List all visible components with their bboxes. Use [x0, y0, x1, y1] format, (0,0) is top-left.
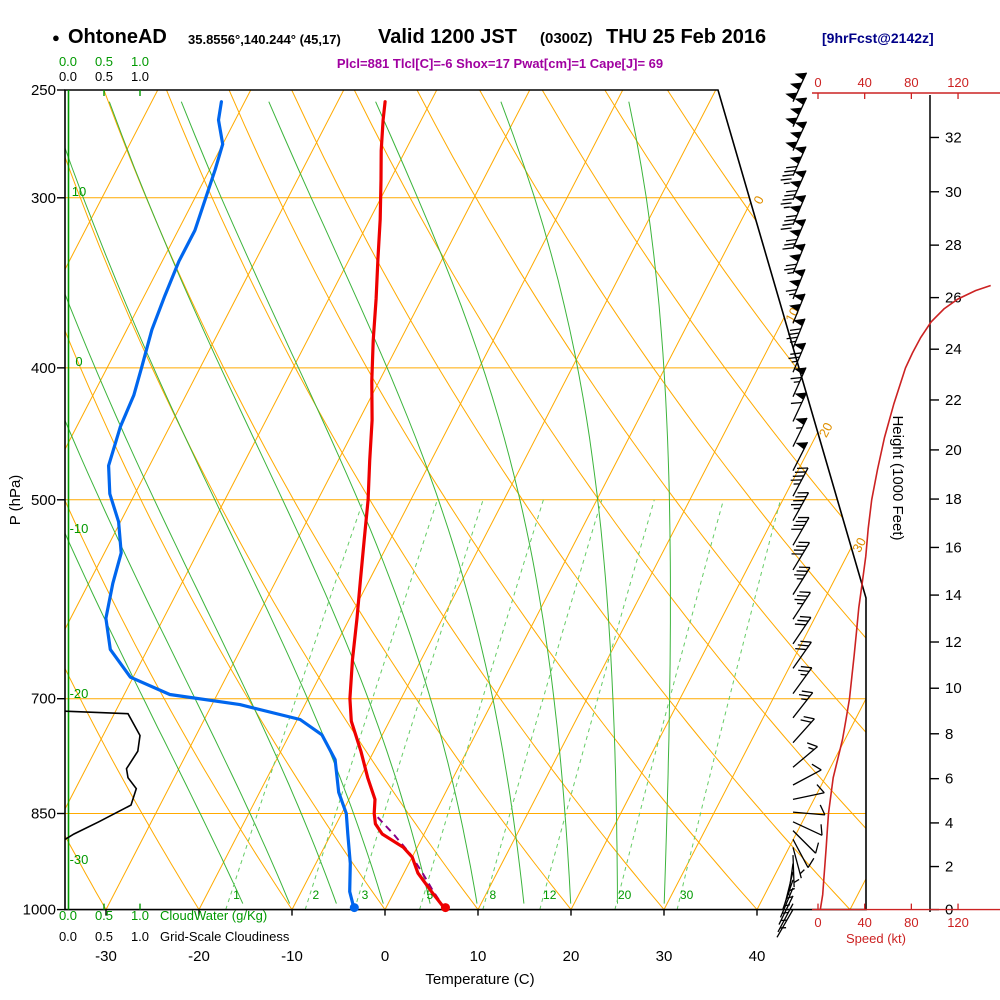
svg-text:0.0: 0.0 — [59, 929, 77, 944]
svg-text:8: 8 — [490, 888, 497, 902]
svg-text:1.0: 1.0 — [131, 69, 149, 84]
svg-text:Temperature (C): Temperature (C) — [425, 971, 534, 988]
cloudwater-scale: 0.00.00.00.00.50.50.50.51.01.01.01.0Clou… — [59, 54, 290, 944]
station-name: OhtoneAD — [68, 26, 167, 48]
svg-text:3: 3 — [362, 888, 369, 902]
svg-text:10: 10 — [470, 948, 487, 965]
svg-text:32: 32 — [945, 129, 962, 146]
svg-text:16: 16 — [945, 539, 962, 556]
svg-text:22: 22 — [945, 392, 962, 409]
station-coords: 35.8556°,140.244° (45,17) — [188, 32, 341, 47]
svg-text:0.5: 0.5 — [95, 69, 113, 84]
height-axis: 02468101214161820222426283032Height (100… — [889, 95, 962, 919]
pressure-axis: 250 300 400 500 700 850 1000 P (hPa) — [7, 82, 65, 919]
svg-text:0.0: 0.0 — [59, 69, 77, 84]
svg-text:5: 5 — [427, 888, 434, 902]
svg-text:700: 700 — [31, 691, 56, 708]
svg-text:0: 0 — [750, 193, 767, 206]
svg-text:0: 0 — [814, 75, 821, 90]
svg-text:20: 20 — [563, 948, 580, 965]
svg-text:Height (1000 Feet): Height (1000 Feet) — [889, 415, 906, 540]
svg-text:28: 28 — [945, 237, 962, 254]
surface-markers — [349, 903, 450, 913]
svg-text:300: 300 — [31, 190, 56, 207]
svg-text:6: 6 — [945, 771, 953, 788]
svg-text:0.0: 0.0 — [59, 908, 77, 923]
valid-time: Valid 1200 JST — [378, 26, 517, 48]
svg-text:0.5: 0.5 — [95, 54, 113, 69]
forecast-tag: [9hrFcst@2142z] — [822, 30, 934, 46]
svg-text:20: 20 — [618, 888, 632, 902]
svg-text:10: 10 — [945, 680, 962, 697]
svg-text:Grid-Scale Cloudiness: Grid-Scale Cloudiness — [160, 929, 290, 944]
svg-text:30: 30 — [680, 888, 694, 902]
station-marker-icon: ● — [52, 30, 60, 45]
svg-text:30: 30 — [945, 184, 962, 201]
svg-text:850: 850 — [31, 805, 56, 822]
svg-text:1.0: 1.0 — [131, 908, 149, 923]
svg-text:1.0: 1.0 — [131, 929, 149, 944]
svg-text:-30: -30 — [70, 852, 89, 867]
svg-text:80: 80 — [904, 915, 918, 930]
svg-text:500: 500 — [31, 492, 56, 509]
cloud-outline — [64, 710, 141, 841]
svg-text:-20: -20 — [70, 686, 89, 701]
svg-text:12: 12 — [543, 888, 557, 902]
temperature-trace — [348, 100, 448, 912]
svg-text:40: 40 — [857, 75, 871, 90]
svg-text:26: 26 — [945, 290, 962, 307]
svg-text:14: 14 — [945, 587, 962, 604]
svg-text:1000: 1000 — [23, 902, 56, 919]
svg-text:P (hPa): P (hPa) — [7, 475, 24, 526]
svg-text:-30: -30 — [95, 948, 117, 965]
svg-text:20: 20 — [816, 420, 836, 440]
svg-text:1: 1 — [233, 888, 240, 902]
svg-text:18: 18 — [945, 491, 962, 508]
svg-text:40: 40 — [749, 948, 766, 965]
svg-text:0.0: 0.0 — [59, 54, 77, 69]
svg-text:8: 8 — [945, 726, 953, 743]
svg-text:2: 2 — [945, 859, 953, 876]
svg-text:120: 120 — [947, 75, 969, 90]
svg-text:0: 0 — [381, 948, 389, 965]
svg-text:250: 250 — [31, 82, 56, 99]
svg-text:0.5: 0.5 — [95, 908, 113, 923]
svg-text:Speed (kt): Speed (kt) — [846, 931, 906, 946]
svg-text:2: 2 — [312, 888, 319, 902]
svg-text:4: 4 — [945, 815, 953, 832]
svg-text:1.0: 1.0 — [131, 54, 149, 69]
svg-text:400: 400 — [31, 360, 56, 377]
wind-barbs — [776, 72, 826, 938]
svg-text:0: 0 — [75, 354, 82, 369]
speed-axis: 0 0 40 40 80 80 120 120 Speed (kt) — [812, 75, 1000, 946]
wind-speed-trace — [819, 284, 991, 910]
svg-text:-10: -10 — [70, 521, 89, 536]
valid-date: THU 25 Feb 2016 — [606, 26, 767, 48]
svg-text:10: 10 — [72, 184, 86, 199]
svg-text:120: 120 — [947, 915, 969, 930]
svg-text:-20: -20 — [188, 948, 210, 965]
svg-text:80: 80 — [904, 75, 918, 90]
stability-parameters: Plcl=881 Tlcl[C]=-6 Shox=17 Pwat[cm]=1 C… — [336, 56, 664, 71]
plot-frame — [64, 89, 867, 911]
svg-text:-10: -10 — [281, 948, 303, 965]
valid-utc: (0300Z) — [540, 30, 593, 47]
svg-text:0: 0 — [814, 915, 821, 930]
svg-text:CloudWater (g/Kg): CloudWater (g/Kg) — [160, 908, 267, 923]
svg-text:0.5: 0.5 — [95, 929, 113, 944]
dewpoint-trace — [104, 100, 356, 912]
svg-text:40: 40 — [857, 915, 871, 930]
skewt-grid — [65, 90, 866, 910]
svg-text:20: 20 — [945, 442, 962, 459]
svg-text:12: 12 — [945, 634, 962, 651]
svg-text:30: 30 — [849, 535, 869, 555]
temperature-axis: -30 -20 -10 0 10 20 30 40 Temperature (C) — [95, 909, 766, 988]
svg-text:30: 30 — [656, 948, 673, 965]
svg-text:24: 24 — [945, 341, 962, 358]
